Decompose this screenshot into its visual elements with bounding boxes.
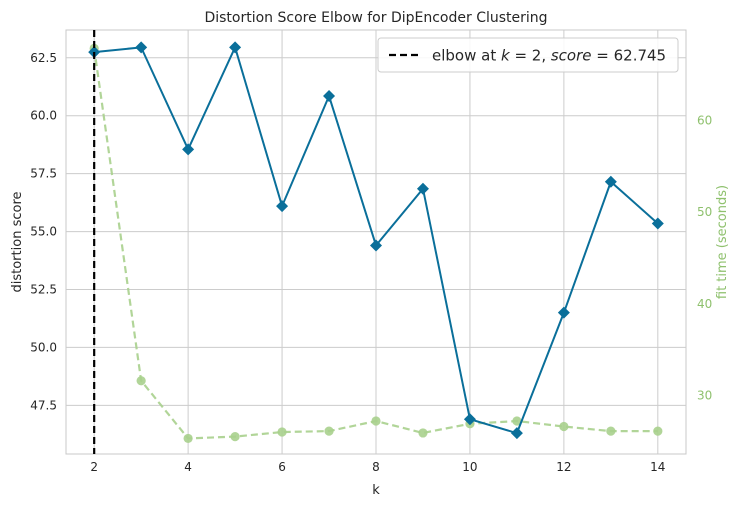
- legend-box: [377, 37, 679, 73]
- fit-time-point: [653, 426, 663, 436]
- legend: elbow at k = 2, score = 62.745: [377, 37, 679, 73]
- tick-labels: 2 4 6 8 10 12 14 47.5 50.0 52.5 55.0 57.5 60.0 62.5 30…: [30, 51, 712, 474]
- x-tick-label: 12: [556, 460, 571, 474]
- fit-time-point: [230, 432, 240, 442]
- grid-lines: [66, 30, 686, 454]
- distortion-point: [182, 143, 195, 156]
- distortion-point: [276, 200, 289, 213]
- series-layer: [88, 30, 664, 454]
- legend-k-value: = 2,: [510, 47, 551, 65]
- x-tick-label: 10: [462, 460, 477, 474]
- y-tick-label: 60.0: [30, 109, 57, 123]
- distortion-point: [323, 90, 336, 103]
- fit-time-point: [606, 426, 616, 436]
- legend-score-value: = 62.745: [592, 47, 667, 65]
- distortion-point: [370, 239, 382, 252]
- distortion-point: [229, 41, 242, 54]
- fit-time-point: [183, 433, 193, 444]
- x-tick-label: 2: [90, 460, 98, 474]
- chart-title: Distortion Score Elbow for DipEncoder Cl…: [204, 10, 547, 26]
- fit-time-point: [559, 421, 569, 432]
- y2-tick-label: 40: [697, 297, 712, 311]
- x-tick-label: 8: [372, 460, 380, 474]
- y-tick-label: 57.5: [30, 167, 57, 181]
- x-tick-label: 4: [184, 460, 192, 474]
- fit-time-point: [512, 416, 522, 426]
- y2-tick-label: 30: [697, 388, 712, 402]
- y-tick-label: 55.0: [30, 225, 57, 239]
- fit-time-point: [324, 426, 334, 436]
- y-tick-label: 52.5: [30, 282, 57, 296]
- y2-tick-label: 60: [697, 114, 712, 128]
- y-axis-label: distortion score: [10, 192, 25, 293]
- x-axis-label: k: [372, 483, 380, 498]
- x-tick-label: 14: [650, 460, 665, 474]
- y-tick-label: 47.5: [30, 398, 57, 412]
- fit-time-point: [277, 427, 287, 437]
- distortion-point: [463, 413, 476, 426]
- fit-time-point: [136, 376, 146, 386]
- distortion-point: [135, 41, 148, 54]
- legend-k-symbol: k: [501, 47, 511, 65]
- fit-time-point: [418, 428, 428, 438]
- legend-prefix: elbow at: [432, 47, 501, 65]
- legend-score-symbol: score: [551, 47, 592, 65]
- y-tick-label: 50.0: [30, 340, 57, 354]
- distortion-point: [651, 217, 664, 230]
- legend-label: elbow at k = 2, score = 62.745: [432, 47, 666, 65]
- distortion-point: [416, 182, 429, 195]
- distortion-point: [510, 427, 523, 440]
- y-tick-label: 62.5: [30, 51, 57, 65]
- distortion-point: [604, 175, 617, 188]
- x-tick-label: 6: [278, 460, 286, 474]
- distortion-point: [557, 306, 570, 319]
- fit-time-point: [371, 416, 381, 426]
- y2-tick-label: 50: [697, 205, 712, 219]
- y2-axis-label: fit time (seconds): [715, 185, 730, 299]
